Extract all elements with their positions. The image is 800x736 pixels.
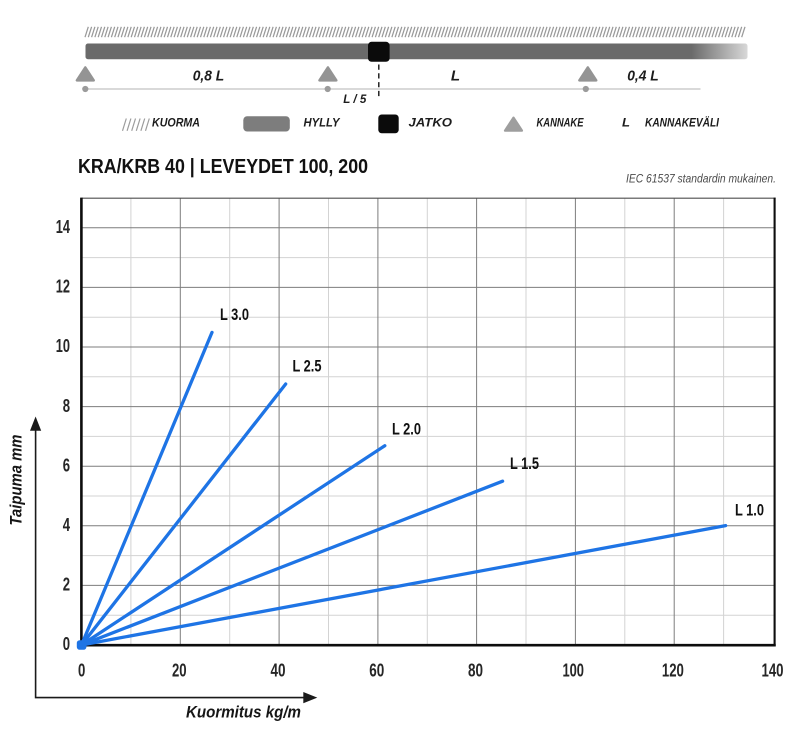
svg-text:140: 140 [762,659,784,680]
svg-text:KANNAKEVÄLI: KANNAKEVÄLI [645,115,719,130]
svg-text:JATKO: JATKO [409,116,453,130]
svg-text:Kuormitus kg/m: Kuormitus kg/m [186,704,301,722]
svg-text:L 2.5: L 2.5 [293,358,322,376]
svg-text:80: 80 [468,659,483,680]
svg-text:L 3.0: L 3.0 [220,306,249,324]
svg-text:L 1.5: L 1.5 [510,455,539,473]
svg-text:L: L [622,116,630,130]
svg-text:14: 14 [56,216,71,237]
svg-text:0: 0 [63,633,70,654]
svg-text:60: 60 [369,659,384,680]
svg-text:0: 0 [78,659,85,680]
svg-text:IEC 61537 standardin mukainen.: IEC 61537 standardin mukainen. [626,172,776,186]
svg-text:40: 40 [271,659,286,680]
svg-text:2: 2 [63,574,70,595]
svg-text:KUORMA: KUORMA [152,116,200,130]
svg-text:20: 20 [172,659,187,680]
svg-text:6: 6 [63,454,70,475]
svg-text:120: 120 [662,659,684,680]
svg-text:10: 10 [56,335,70,356]
svg-text:0,8 L: 0,8 L [193,68,225,85]
svg-text:L 2.0: L 2.0 [392,420,421,438]
svg-text:4: 4 [63,514,71,535]
svg-text:L / 5: L / 5 [343,92,366,106]
svg-text:KANNAKE: KANNAKE [537,116,585,130]
svg-text:L 1.0: L 1.0 [735,502,764,520]
svg-text:KRA/KRB 40 | LEVEYDET 100, 200: KRA/KRB 40 | LEVEYDET 100, 200 [78,155,368,178]
svg-text:12: 12 [56,276,70,297]
svg-text:0,4 L: 0,4 L [627,68,659,85]
svg-text:100: 100 [562,659,584,680]
svg-text:8: 8 [63,395,70,416]
svg-text:Taipuma mm: Taipuma mm [8,435,26,526]
svg-text:HYLLY: HYLLY [304,116,342,130]
svg-text:L: L [451,68,460,85]
